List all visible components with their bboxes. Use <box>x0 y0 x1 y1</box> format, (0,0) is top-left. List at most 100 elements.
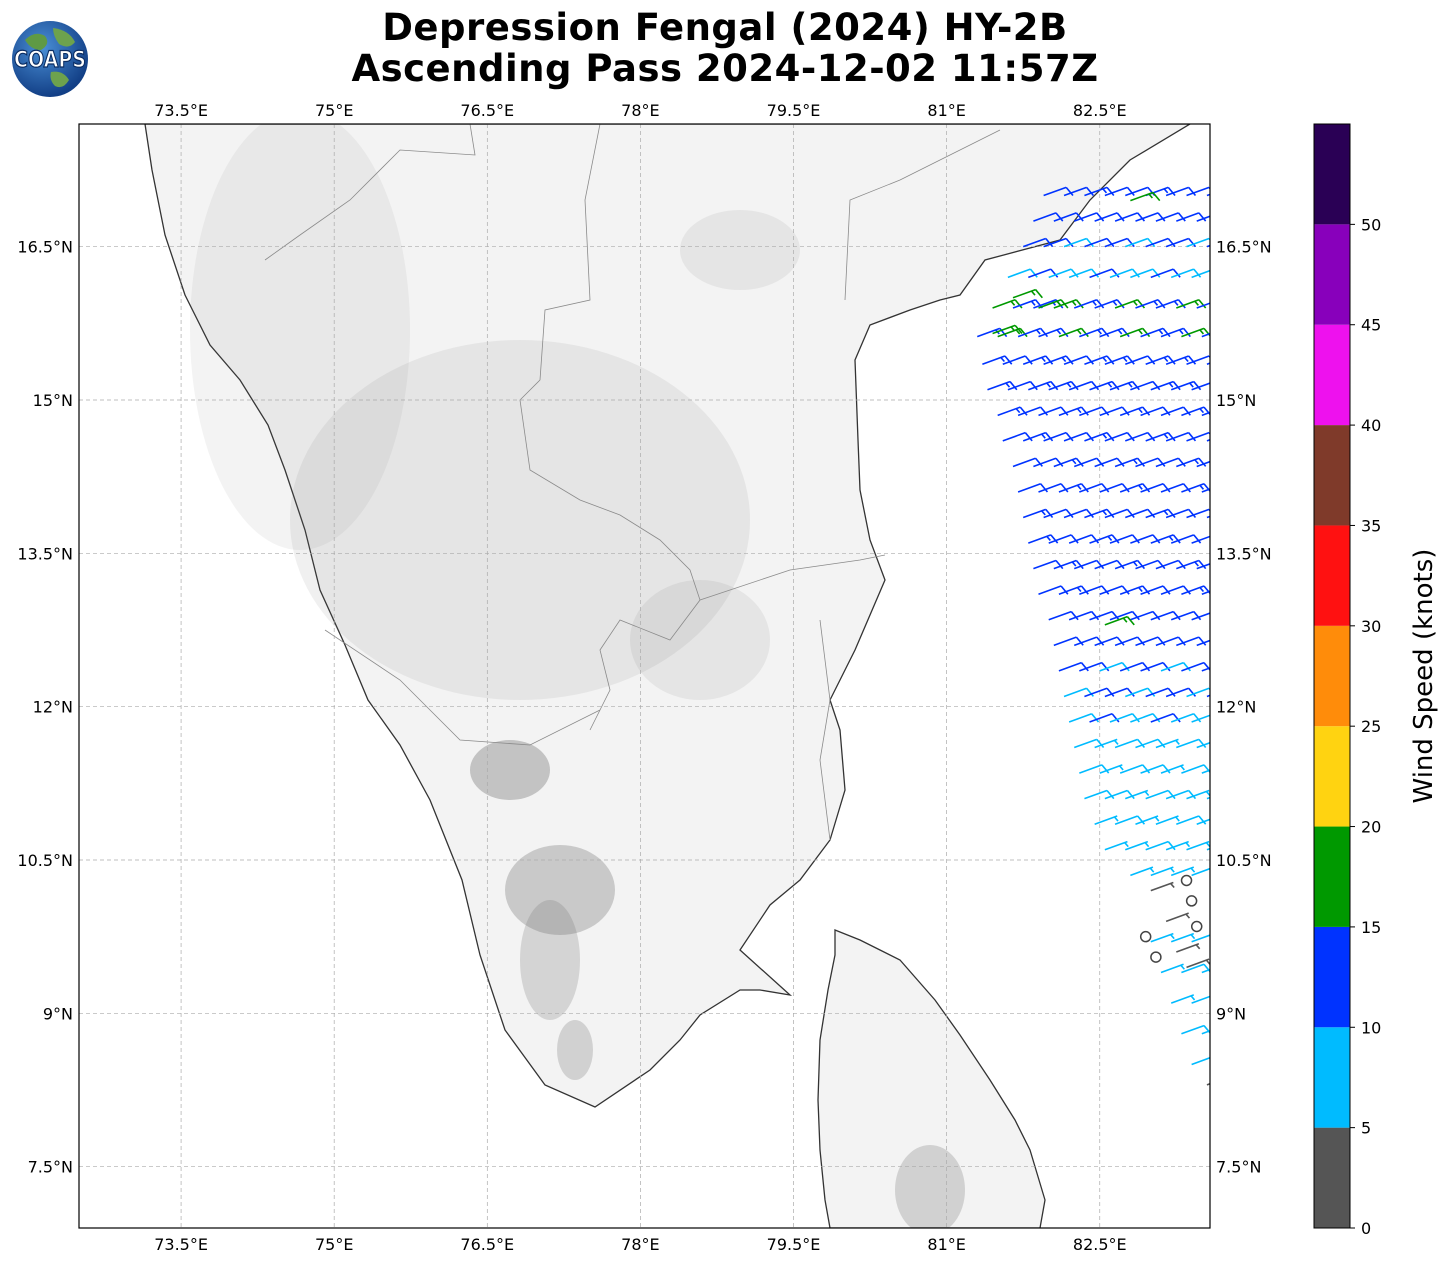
wind-barb <box>1109 610 1140 621</box>
wind-barb <box>1104 186 1135 197</box>
wind-barb <box>1068 713 1100 723</box>
wind-barb <box>1160 585 1191 595</box>
wind-barb <box>1079 483 1110 493</box>
wind-barb <box>1012 288 1043 299</box>
wind-barb <box>1114 299 1146 309</box>
wind-barb <box>1084 789 1115 800</box>
wind-barb <box>1196 460 1210 468</box>
wind-barb <box>1053 457 1084 468</box>
wind-barb <box>1084 431 1115 442</box>
wind-barb <box>1176 212 1207 222</box>
terrain-patch <box>470 740 550 800</box>
colorbar-tick-label: 35 <box>1361 516 1381 535</box>
colorbar-bin <box>1314 1027 1350 1128</box>
wind-barb <box>982 355 1013 365</box>
colorbar-tick-label: 45 <box>1361 316 1381 335</box>
map-frame <box>78 123 1211 1229</box>
wind-barb <box>1201 590 1210 595</box>
wind-barb <box>1058 327 1089 338</box>
wind-barb <box>1150 713 1181 723</box>
gridlines <box>79 124 1210 1228</box>
wind-barb <box>1191 995 1210 1004</box>
colorbar-tick-label: 30 <box>1361 617 1381 636</box>
wind-barb <box>1043 508 1074 519</box>
wind-barb <box>1212 612 1241 620</box>
wind-barb <box>1150 932 1175 943</box>
wind-barb <box>1038 483 1069 493</box>
wind-barb <box>1114 738 1146 749</box>
wind-barb <box>1089 713 1120 723</box>
wind-barb <box>1130 534 1161 544</box>
wind-barb <box>1125 508 1156 519</box>
wind-barb <box>1140 585 1171 595</box>
wind-barb <box>1140 764 1171 774</box>
wind-barb <box>1191 867 1210 877</box>
wind-barb <box>1125 789 1150 800</box>
wind-barb <box>1099 585 1130 595</box>
wind-barb <box>1160 661 1191 672</box>
wind-barb <box>1104 615 1135 626</box>
terrain-patch <box>557 1020 593 1080</box>
wind-barb <box>1048 380 1079 391</box>
wind-barb <box>992 299 1023 309</box>
lat-tick-label-left: 7.5°N <box>28 1158 73 1177</box>
wind-barb <box>1063 186 1095 197</box>
axis-ticks: 73.5°E 73.5°E 75°E 75°E 76.5°E 76.5°E 78°E 78°E… <box>17 101 1271 1254</box>
wind-barb <box>1002 355 1033 365</box>
wind-barb <box>1135 299 1166 309</box>
wind-barb <box>1206 438 1210 442</box>
wind-barb <box>1130 268 1161 279</box>
colorbar-bin <box>1314 1127 1350 1228</box>
wind-barb <box>1099 327 1130 338</box>
wind-barb <box>1109 713 1140 723</box>
colorbar-bin <box>1314 726 1350 827</box>
wind-barb <box>1145 687 1176 698</box>
wind-barb <box>1196 215 1210 222</box>
wind-barb <box>1089 610 1120 621</box>
wind-barb <box>1043 355 1074 365</box>
wind-barb <box>1033 212 1064 222</box>
wind-barb <box>1053 559 1084 570</box>
wind-barb <box>1038 299 1069 309</box>
wind-barb <box>1206 515 1210 519</box>
wind-barb <box>1191 714 1210 723</box>
wind-barb <box>1160 327 1191 338</box>
wind-barb <box>1165 840 1191 851</box>
wind-barb <box>1145 508 1176 519</box>
wind-barb <box>1170 268 1202 279</box>
colorbar-tick-label: 0 <box>1361 1219 1371 1238</box>
wind-barb <box>1022 355 1054 365</box>
wind-barb <box>1165 355 1197 365</box>
wind-barb <box>1063 508 1095 519</box>
colorbar-bin <box>1314 625 1350 727</box>
wind-barb <box>1068 380 1100 391</box>
wind-barb <box>1063 355 1095 365</box>
lat-tick-label-left: 9°N <box>43 1004 73 1023</box>
wind-barb <box>1201 488 1210 493</box>
wind-barb <box>1186 687 1210 698</box>
wind-barb <box>1007 380 1038 391</box>
wind-barb <box>1084 355 1115 365</box>
lon-tick-label-top: 79.5°E <box>767 101 821 120</box>
lat-tick-label-right: 10.5°N <box>1216 851 1272 870</box>
wind-barb <box>1079 585 1110 595</box>
state-borders <box>264 124 1001 841</box>
wind-barb <box>1022 508 1054 519</box>
wind-barb <box>1176 738 1207 749</box>
wind-barb <box>1170 932 1196 943</box>
wind-barb <box>1186 186 1210 197</box>
wind-barb <box>1104 431 1135 442</box>
wind-barb <box>1191 1056 1210 1066</box>
wind-barb <box>1073 559 1105 570</box>
lon-tick-label-bottom: 75°E <box>315 1235 353 1254</box>
colorbar-tick-label: 5 <box>1361 1119 1371 1138</box>
wind-barb <box>1119 585 1151 595</box>
wind-barb <box>1196 639 1210 647</box>
terrain-patch <box>520 900 580 1020</box>
wind-barb <box>992 324 1023 335</box>
wind-barb <box>1125 431 1156 442</box>
lat-tick-label-left: 15°N <box>33 391 73 410</box>
wind-barb <box>1125 840 1150 851</box>
wind-barb <box>997 406 1028 417</box>
wind-barb <box>1165 789 1197 800</box>
